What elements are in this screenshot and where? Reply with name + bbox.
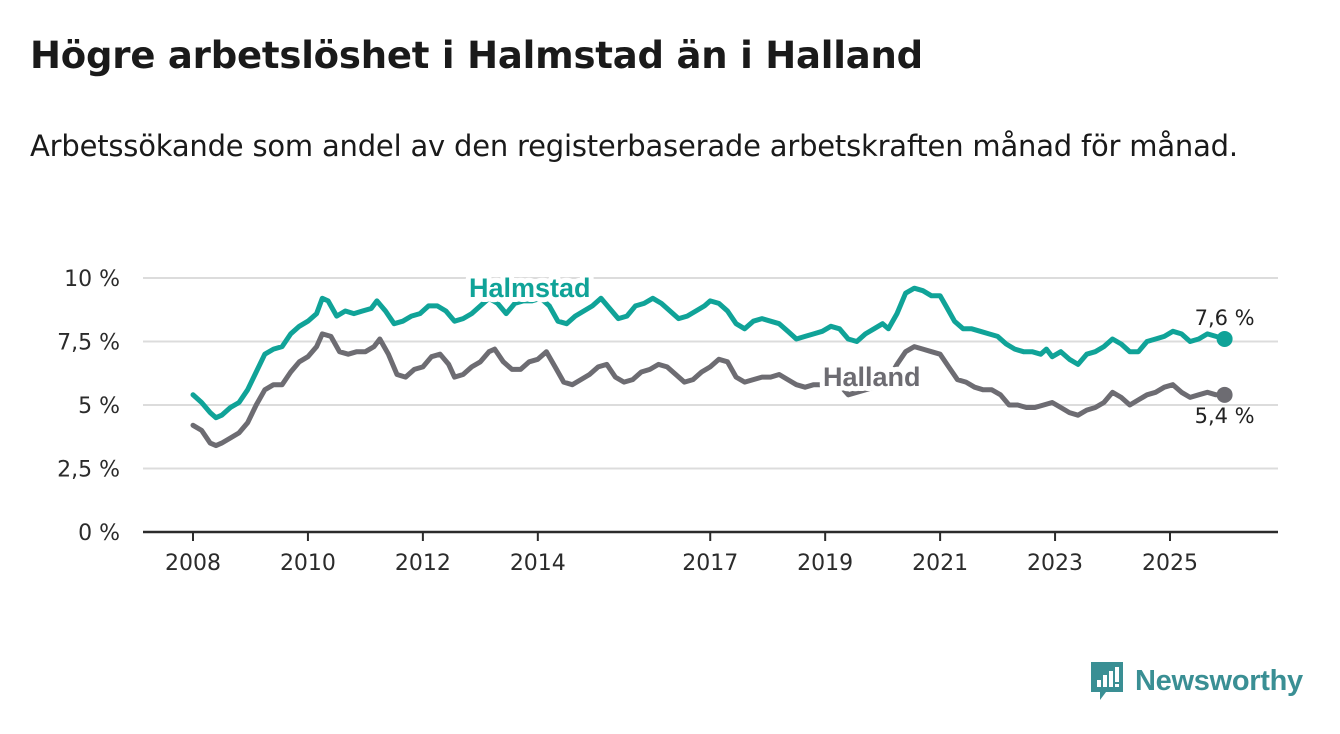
end-marker-halmstad [1216,330,1233,347]
y-tick-label: 2,5 % [57,458,120,483]
series-label-halmstad: Halmstad [469,273,591,303]
y-tick-label: 5 % [78,394,120,419]
x-tick-label: 2025 [1142,551,1198,576]
series-line-halland [190,331,1228,449]
newsworthy-icon [1091,662,1123,700]
end-value-label-halmstad: 7,6 % [1195,306,1255,330]
brand-logo: Newsworthy [1089,660,1303,702]
x-tick-label: 2008 [165,551,221,576]
grid-lines [143,277,1278,470]
x-tick-label: 2023 [1027,551,1083,576]
end-value-label-halland: 5,4 % [1195,404,1255,428]
x-tick-label: 2021 [912,551,968,576]
chart-subtitle: Arbetssökande som andel av den registerb… [30,129,1238,163]
x-tick-label: 2017 [682,551,738,576]
y-tick-label: 7,5 % [57,331,120,356]
end-marker-halland [1216,386,1233,403]
series-label-halland: Halland [823,362,921,392]
x-tick-label: 2010 [280,551,336,576]
x-axis: 2008 2010 2012 2014 2017 2019 2021 2023 2025 [143,530,1278,576]
x-tick-label: 2019 [797,551,853,576]
x-tick-label: 2014 [510,551,566,576]
y-tick-label: 10 % [64,267,120,292]
series-labels: Halmstad Halland 7,6 % 5,4 % [464,268,1255,428]
y-axis: 0 % 2,5 % 5 % 7,5 % 10 % [57,267,120,546]
chart-title: Högre arbetslöshet i Halmstad än i Halla… [30,34,923,77]
series-line-halmstad [190,285,1228,421]
series-group [190,285,1233,449]
x-tick-label: 2012 [395,551,451,576]
y-tick-label: 0 % [78,521,120,546]
brand-name: Newsworthy [1135,664,1303,697]
